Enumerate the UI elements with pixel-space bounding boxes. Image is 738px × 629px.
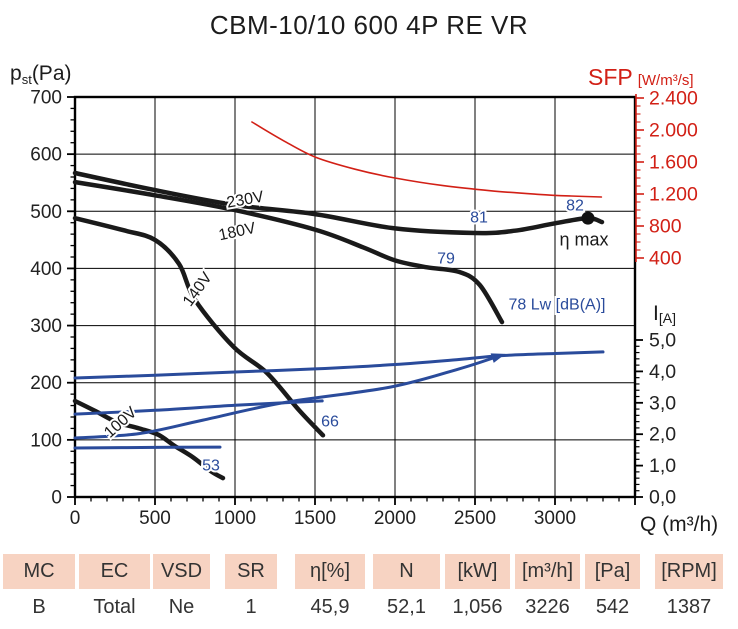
spec-value-3: Ne — [153, 593, 210, 621]
current-100v — [73, 445, 222, 450]
sfp-tick-label: 1.600 — [649, 152, 698, 174]
sfp-tick-label: 1.200 — [649, 184, 698, 206]
spec-header-10: [RPM] — [655, 554, 723, 589]
sfp-tick-label: 400 — [649, 248, 682, 270]
sfp-tick-label: 2.400 — [649, 88, 698, 110]
pressure-140v — [72, 215, 326, 438]
spec-header-2: EC — [79, 554, 150, 589]
pressure-230v — [72, 170, 605, 236]
spec-header-4: SR — [225, 554, 277, 589]
amp-tick-label: 2,0 — [649, 424, 676, 446]
spec-value-10: 1387 — [655, 593, 723, 621]
curve-label: η max — [559, 229, 608, 249]
curve-label: 66 — [321, 414, 339, 431]
current-230v — [73, 350, 605, 380]
spec-value-2: Total — [79, 593, 150, 621]
y-left-axis-title: pst(Pa) — [10, 62, 72, 87]
x-tick-label: 1000 — [214, 508, 256, 529]
sfp-tick-label: 2.000 — [649, 120, 698, 142]
spec-header-6: N — [373, 554, 440, 589]
amp-tick-label: 3,0 — [649, 392, 676, 414]
y-left-tick-label: 700 — [30, 88, 62, 109]
x-tick-label: 500 — [139, 508, 171, 529]
spec-value-9: 542 — [585, 593, 640, 621]
fan-performance-chart: 700 600 500 400 300 200 100 0 0 500 1000 1500 2000 25… — [10, 62, 718, 536]
curve-label: 53 — [202, 458, 220, 475]
curve-label: 81 — [470, 210, 488, 227]
spec-header-9: [Pa] — [585, 554, 640, 589]
spec-header-5: η[%] — [295, 554, 365, 589]
chart-title: CBM-10/10 600 4P RE VR — [209, 10, 529, 40]
y-left-tick-label: 300 — [30, 316, 62, 337]
current-axis-arrow — [490, 353, 506, 363]
sfp-axis-title: SFP [W/m³/s] — [588, 64, 694, 90]
curve-label: 78 Lw [dB(A)] — [509, 297, 606, 314]
x-tick-label: 1500 — [294, 508, 336, 529]
amp-tick-label: 0,0 — [649, 487, 676, 509]
pressure-100v — [72, 398, 226, 481]
spec-value-1: B — [3, 593, 75, 621]
spec-value-5: 45,9 — [295, 593, 365, 621]
x-axis-title: Q (m³/h) — [640, 513, 718, 536]
y-left-tick-label: 100 — [30, 430, 62, 451]
spec-header-7: [kW] — [445, 554, 510, 589]
x-tick-label: 2500 — [454, 508, 496, 529]
x-tick-label: 0 — [70, 508, 81, 529]
y-left-tick-label: 600 — [30, 145, 62, 166]
current-140v — [73, 399, 324, 416]
eta-max-point — [581, 211, 595, 225]
amp-tick-label: 1,0 — [649, 455, 676, 477]
spec-header-8: [m³/h] — [515, 554, 580, 589]
x-tick-label: 2000 — [374, 508, 416, 529]
y-left-tick-label: 200 — [30, 373, 62, 394]
spec-value-8: 3226 — [515, 593, 580, 621]
y-left-tick-label: 0 — [51, 488, 62, 509]
spec-value-7: 1,056 — [445, 593, 510, 621]
sfp-curve — [251, 121, 603, 198]
spec-header-1: MC — [3, 554, 75, 589]
pressure-180v — [72, 179, 505, 325]
spec-header-3: VSD — [153, 554, 210, 589]
curve-label: 79 — [437, 251, 455, 268]
curve-label: 82 — [566, 198, 584, 215]
x-tick-label: 3000 — [534, 508, 576, 529]
spec-value-6: 52,1 — [373, 593, 440, 621]
curve-label: 180V — [217, 220, 257, 244]
amp-tick-label: 4,0 — [649, 361, 676, 383]
y-left-tick-label: 500 — [30, 202, 62, 223]
spec-value-4: 1 — [225, 593, 277, 621]
sfp-tick-label: 800 — [649, 216, 682, 238]
amp-tick-label: 5,0 — [649, 330, 676, 352]
amp-axis-title: I[A] — [653, 302, 676, 326]
y-left-tick-label: 400 — [30, 259, 62, 280]
